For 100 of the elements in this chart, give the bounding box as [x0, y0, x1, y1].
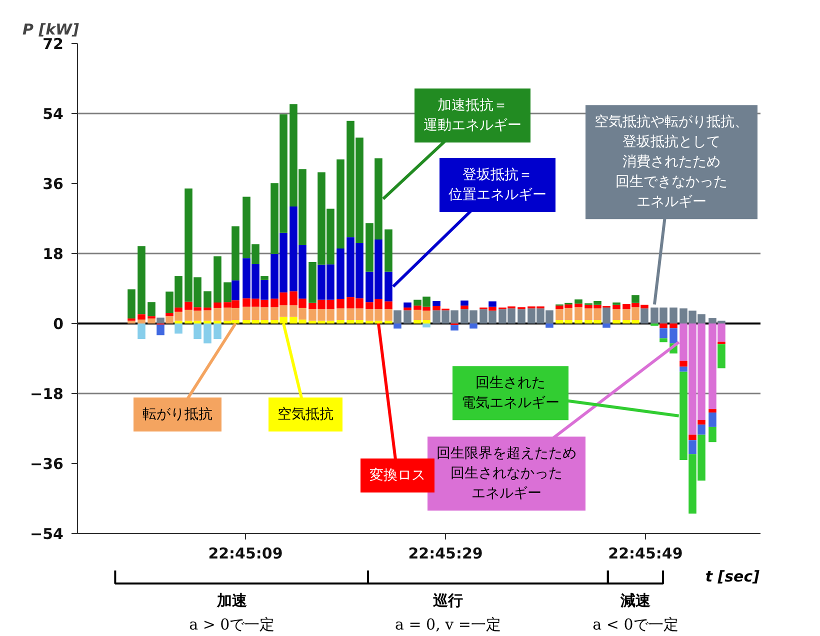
bar	[128, 318, 136, 321]
bar	[232, 280, 240, 300]
bar	[602, 324, 610, 328]
bar	[698, 424, 706, 435]
y-tick-label: −54	[30, 525, 64, 543]
x-tick-label: 22:45:49	[608, 544, 683, 562]
y-tick-label: −18	[30, 385, 64, 403]
bar	[204, 291, 212, 308]
bar	[384, 301, 392, 310]
bar	[670, 328, 678, 344]
bar	[670, 308, 678, 324]
bar	[404, 310, 412, 324]
bar	[128, 289, 136, 318]
bar	[670, 324, 678, 328]
bar	[460, 300, 468, 306]
bar	[336, 159, 344, 248]
bar	[194, 324, 202, 340]
bar	[204, 308, 212, 310]
bar	[602, 308, 610, 324]
text: 加速	[216, 592, 248, 610]
bar	[640, 308, 648, 324]
bar	[214, 320, 222, 324]
bar	[394, 310, 402, 324]
text: a < 0で一定	[592, 616, 678, 634]
bar	[708, 426, 716, 442]
bar	[660, 324, 668, 328]
bar	[214, 308, 222, 321]
bar	[432, 300, 440, 306]
text: 転がり抵抗	[142, 406, 212, 422]
bar	[138, 320, 146, 324]
bar	[224, 282, 232, 302]
bar	[574, 304, 582, 308]
bar	[680, 366, 688, 372]
bar	[148, 302, 156, 316]
bar	[214, 302, 222, 308]
bar	[138, 314, 146, 320]
bar	[404, 308, 412, 310]
text: 登坂抵抗＝位置エネルギー	[448, 167, 546, 204]
text: 変換ロス	[370, 468, 426, 484]
bar	[156, 324, 164, 336]
bar	[450, 325, 458, 330]
y-tick-label: 18	[42, 245, 64, 263]
y-tick-label: 36	[42, 175, 64, 193]
bar	[336, 320, 344, 324]
text: a = 0, v =一定	[394, 616, 501, 634]
bar	[546, 324, 554, 328]
bar	[612, 304, 620, 310]
bar	[384, 320, 392, 324]
y-tick-label: 0	[53, 315, 64, 333]
bar	[708, 412, 716, 427]
bar	[574, 299, 582, 304]
x-axis-title: t [sec]	[705, 568, 760, 586]
bar	[660, 338, 668, 342]
bar	[488, 301, 496, 307]
bar	[518, 309, 526, 324]
bar	[384, 309, 392, 321]
x-tick-label: 22:45:29	[408, 544, 483, 562]
bar	[138, 324, 146, 340]
text: 空気抵抗	[278, 406, 334, 422]
bar	[632, 295, 640, 303]
bar	[204, 310, 212, 321]
bar	[260, 276, 268, 280]
text: 回生された電気エネルギー	[462, 375, 560, 412]
bar	[232, 226, 240, 280]
bar	[384, 229, 392, 272]
text: 巡行	[432, 592, 463, 610]
bar	[708, 409, 716, 413]
text: 加速抵抗＝運動エネルギー	[424, 97, 522, 134]
bar	[688, 440, 696, 454]
bar	[718, 344, 726, 368]
bar	[174, 308, 182, 312]
bar	[698, 420, 706, 425]
bar	[574, 307, 582, 320]
bar	[336, 299, 344, 308]
bar	[336, 248, 344, 299]
text: a > 0で一定	[189, 616, 275, 634]
text: 空気抵抗や転がり抵抗、登坂抵抗として消費されたため回生できなかったエネルギー	[594, 114, 748, 210]
bar	[460, 306, 468, 310]
bar	[204, 320, 212, 324]
bar	[422, 324, 430, 328]
bar	[612, 309, 620, 320]
y-tick-label: −36	[30, 455, 64, 473]
y-tick-label: 54	[42, 105, 64, 123]
text: 回生限界を超えたため回生されなかったエネルギー	[436, 446, 576, 502]
text: 減速	[619, 592, 652, 610]
bar	[336, 308, 344, 320]
bar	[148, 318, 156, 324]
x-tick-label: 22:45:09	[208, 544, 283, 562]
bar	[138, 246, 146, 314]
bar	[680, 360, 688, 367]
bar	[574, 320, 582, 324]
bar	[204, 324, 212, 344]
bar	[174, 320, 182, 324]
bar	[470, 324, 478, 329]
bar	[214, 256, 222, 302]
bar	[156, 318, 164, 324]
bar	[174, 324, 182, 334]
bar	[688, 434, 696, 440]
bar	[394, 324, 402, 329]
bar	[128, 320, 136, 324]
